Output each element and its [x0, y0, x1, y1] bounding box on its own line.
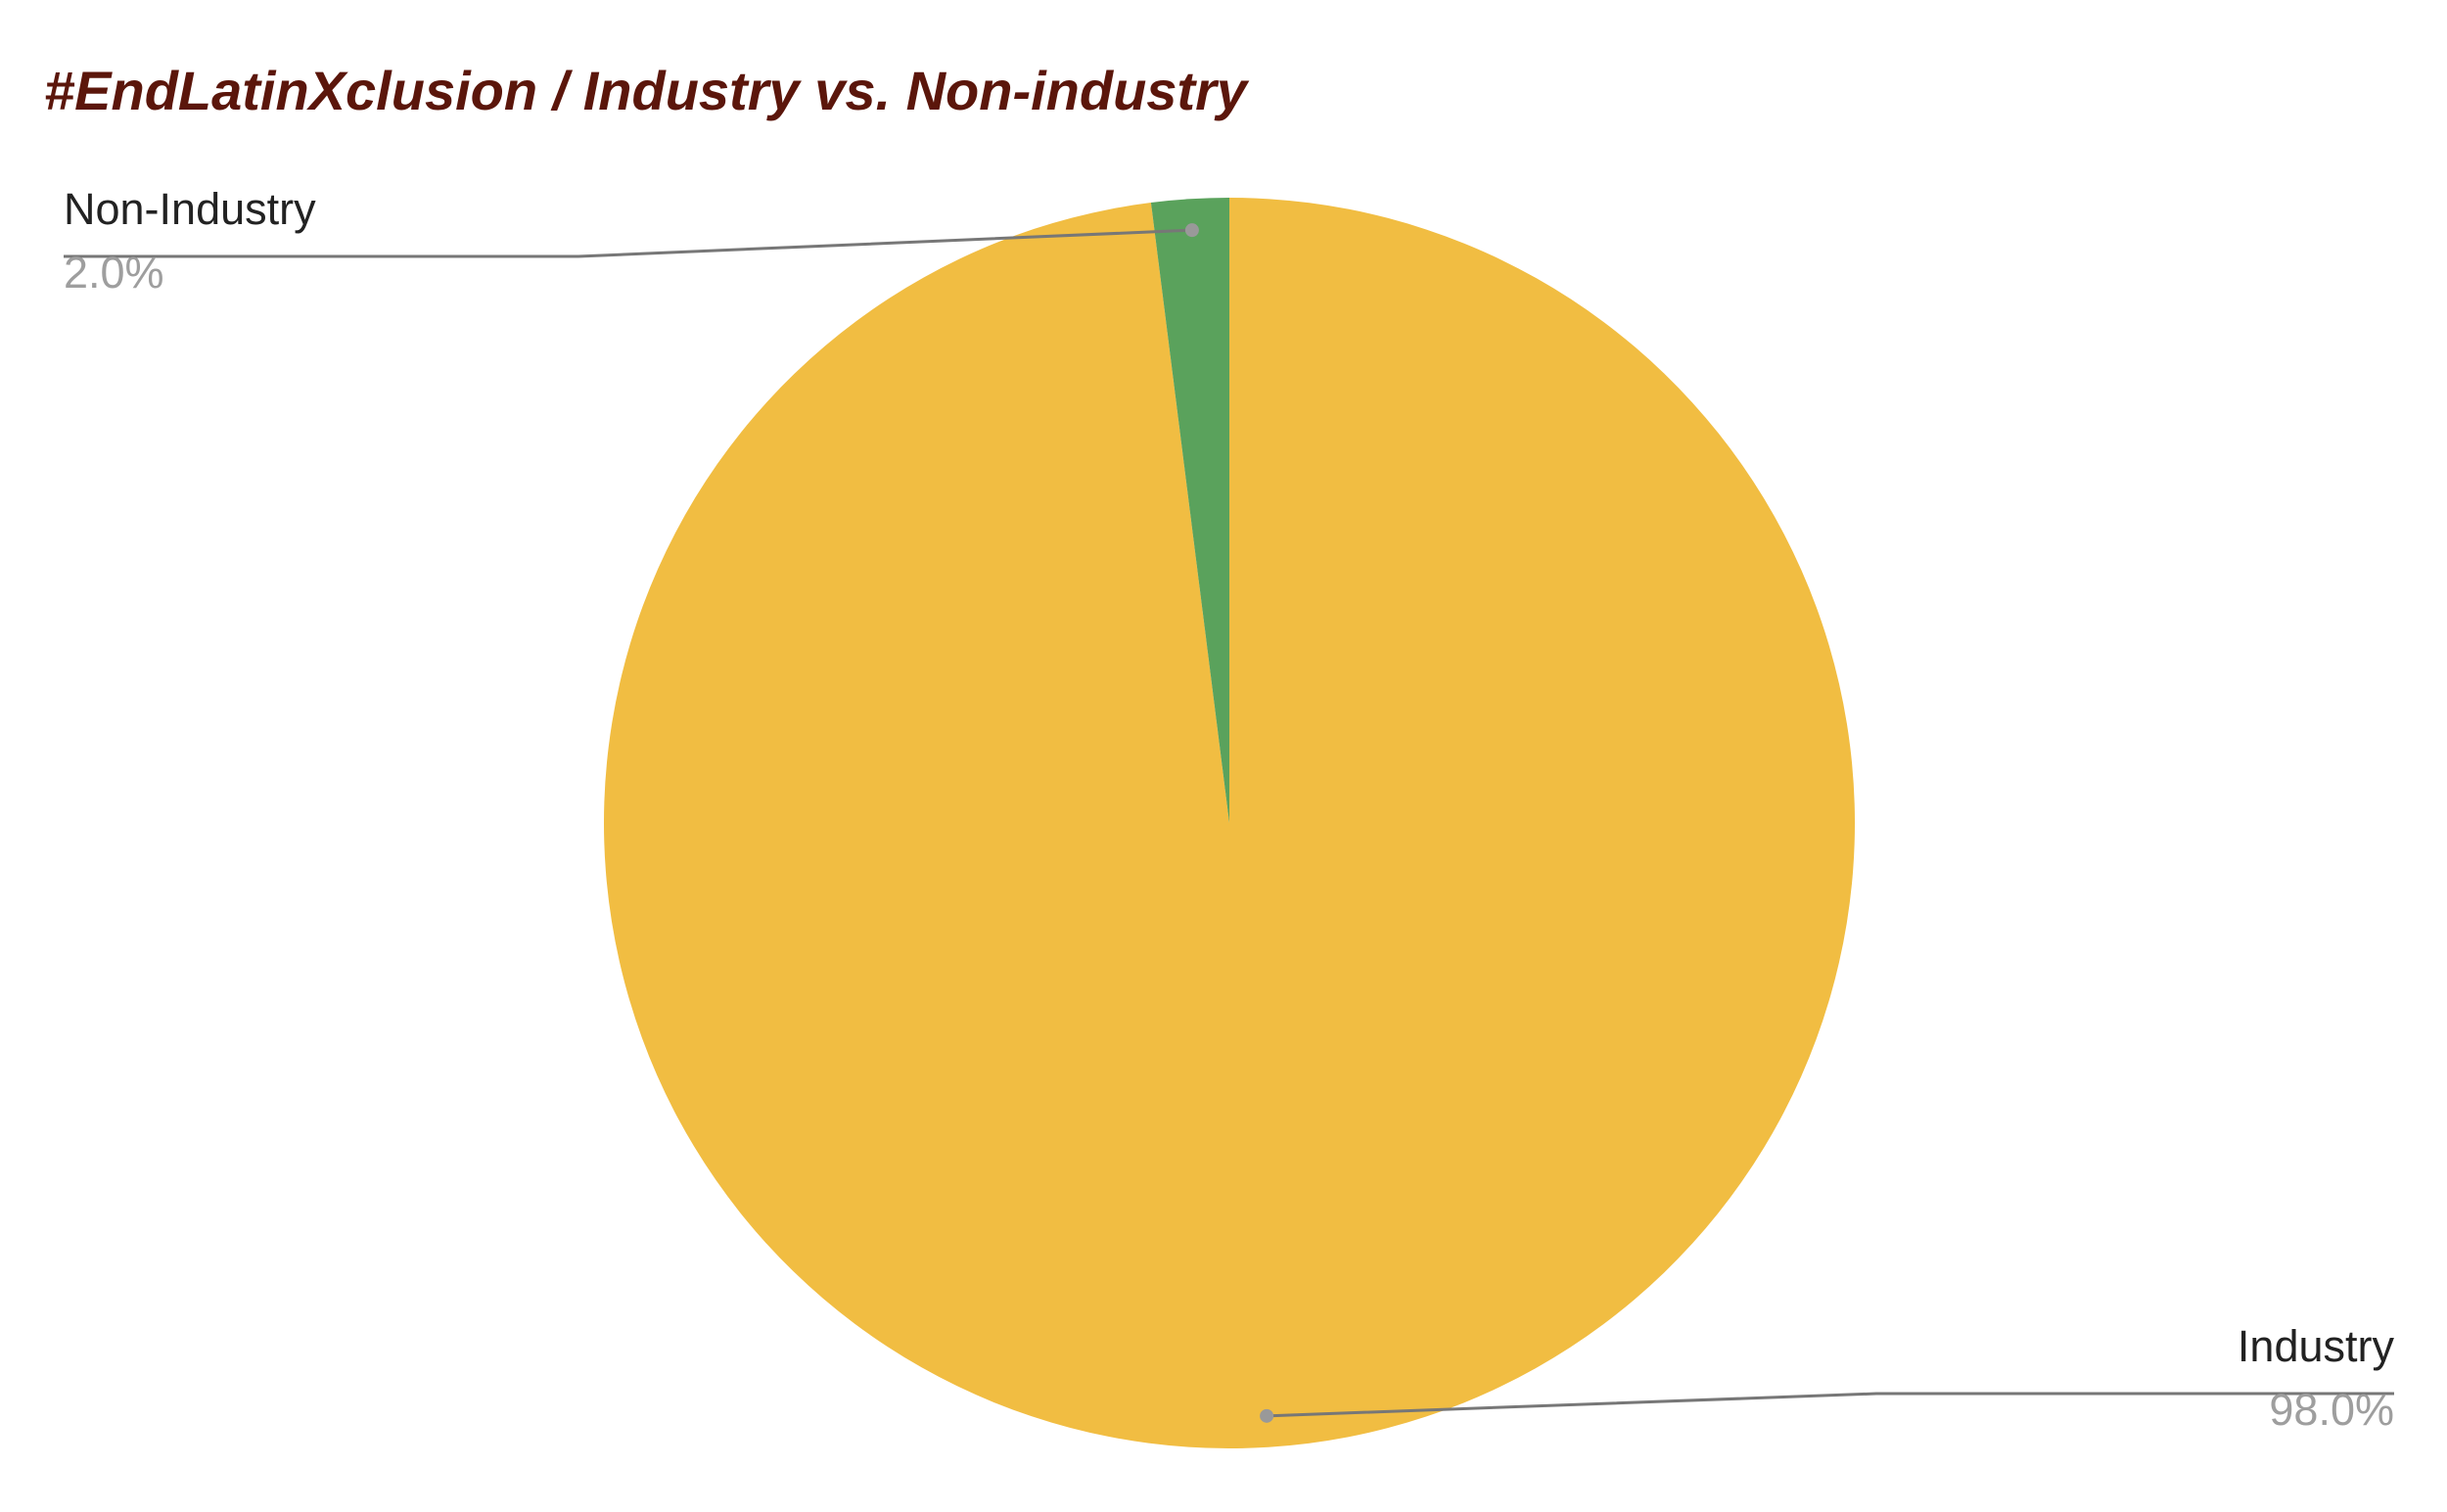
chart-title: #EndLatinXclusion / Industry vs. Non-ind…	[44, 60, 1250, 121]
slice-value: 98.0%	[2269, 1385, 2394, 1435]
pie-slice	[1150, 198, 1229, 823]
leader-line	[1267, 1392, 2394, 1418]
leader-dot	[1260, 1408, 1274, 1423]
slice-label: Non-Industry	[64, 184, 316, 234]
leader-line	[64, 228, 1192, 258]
leader-dot	[1184, 223, 1199, 238]
slice-value: 2.0%	[64, 248, 164, 298]
slice-label: Industry	[2238, 1321, 2395, 1371]
